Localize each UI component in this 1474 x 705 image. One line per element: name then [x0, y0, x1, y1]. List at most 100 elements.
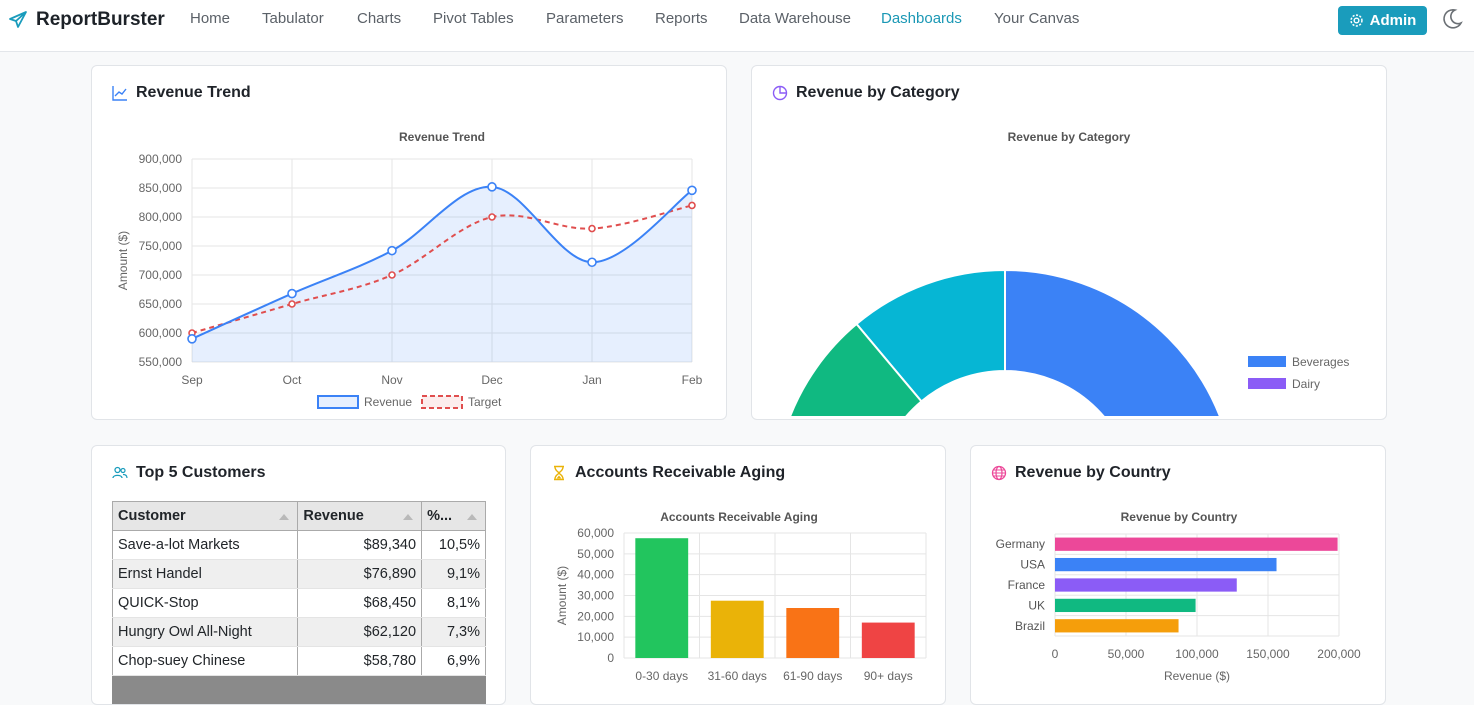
target-point: [588, 224, 596, 233]
x-tick-label: Oct: [283, 373, 302, 387]
y-tick-label: 750,000: [139, 239, 183, 253]
y-tick-label: 30,000: [577, 589, 614, 603]
revenue-category-chart: Revenue by Category Beverages Dairy: [789, 130, 1349, 416]
column-header-customer[interactable]: Customer: [111, 501, 299, 531]
sort-icon: [467, 514, 477, 520]
bar: [635, 538, 689, 658]
y-tick-label: 40,000: [577, 568, 614, 582]
y-tick-label: Brazil: [1015, 619, 1045, 633]
legend-label: Beverages: [1292, 355, 1349, 369]
table-row[interactable]: Chop-suey Chinese $58,780 6,9%: [111, 646, 486, 676]
brand[interactable]: ReportBurster: [8, 8, 165, 32]
target-point: [488, 213, 496, 221]
bar: [786, 608, 840, 658]
admin-label: Admin: [1369, 12, 1417, 29]
nav-dashboards[interactable]: Dashboards: [881, 10, 962, 27]
y-tick-label: 800,000: [139, 210, 183, 224]
cell-customer: Ernst Handel: [111, 559, 299, 589]
nav-your-canvas[interactable]: Your Canvas: [994, 10, 1080, 27]
cell-percent: 8,1%: [421, 588, 486, 618]
revenue-point: [687, 185, 697, 196]
bar: [861, 622, 915, 658]
column-header-label: Revenue: [303, 508, 364, 524]
users-icon: [112, 466, 128, 479]
top-navbar: ReportBurster Home Tabulator Charts Pivo…: [0, 0, 1474, 52]
cell-customer: Chop-suey Chinese: [111, 646, 299, 676]
line-chart-icon: [112, 86, 127, 101]
table-row[interactable]: Ernst Handel $76,890 9,1%: [111, 559, 486, 589]
column-header-revenue[interactable]: Revenue: [297, 501, 423, 531]
top-customers-title-text: Top 5 Customers: [136, 464, 266, 481]
column-header-label: Customer: [118, 508, 186, 524]
revenue-category-title-text: Revenue by Category: [796, 84, 960, 101]
revenue-category-card: Revenue by Category Revenue by Category B…: [751, 65, 1387, 420]
y-tick-label: 650,000: [139, 297, 183, 311]
x-tick-label: 61-90 days: [783, 669, 842, 683]
revenue-point: [387, 245, 397, 256]
admin-button[interactable]: Admin: [1338, 6, 1427, 35]
y-tick-label: 60,000: [577, 526, 614, 540]
x-tick-label: 50,000: [1108, 647, 1145, 661]
target-point: [688, 201, 696, 210]
cell-customer: Save-a-lot Markets: [111, 530, 299, 560]
nav-pivot-tables[interactable]: Pivot Tables: [433, 10, 514, 27]
revenue-country-title-text: Revenue by Country: [1015, 464, 1171, 481]
nav-reports[interactable]: Reports: [655, 10, 708, 27]
moon-icon[interactable]: [1440, 7, 1464, 31]
target-line: [191, 204, 693, 334]
cell-percent: 10,5%: [421, 530, 486, 560]
cell-revenue: $62,120: [297, 617, 423, 647]
y-tick-label: 700,000: [139, 268, 183, 282]
nav-charts[interactable]: Charts: [357, 10, 402, 27]
cell-percent: 6,9%: [421, 646, 486, 676]
revenue-category-title: Revenue by Category: [772, 84, 960, 102]
column-header-label: %...: [427, 508, 453, 524]
revenue-country-chart: Revenue by Country 0 50,000 100,000 150,000 2…: [996, 510, 1361, 683]
table-row[interactable]: Hungry Owl All-Night $62,120 7,3%: [111, 617, 486, 647]
table-row[interactable]: QUICK-Stop $68,450 8,1%: [111, 588, 486, 618]
doughnut-slice: [1004, 268, 1221, 416]
nav-data-warehouse[interactable]: Data Warehouse: [739, 10, 852, 27]
cell-revenue: $58,780: [297, 646, 423, 676]
target-point: [388, 271, 396, 279]
chart-title: Revenue Trend: [399, 130, 485, 144]
x-tick-label: Sep: [181, 373, 203, 387]
doughnut-slice: [789, 322, 923, 416]
table-footer: [112, 676, 486, 704]
y-tick-label: 10,000: [577, 630, 614, 644]
cell-customer: QUICK-Stop: [111, 588, 299, 618]
bar: [1055, 578, 1237, 592]
revenue-country-title: Revenue by Country: [991, 464, 1171, 482]
revenue-point: [187, 334, 197, 344]
nav-parameters[interactable]: Parameters: [546, 10, 624, 27]
y-tick-label: Germany: [996, 537, 1045, 551]
sort-icon: [403, 514, 414, 520]
revenue-line: [191, 185, 693, 340]
y-tick-label: 850,000: [139, 181, 183, 195]
gear-icon: [1349, 14, 1363, 27]
legend-label: Dairy: [1292, 377, 1320, 391]
chart-title: Accounts Receivable Aging: [660, 510, 818, 524]
y-tick-label: 0: [607, 651, 614, 665]
nav-tabulator[interactable]: Tabulator: [262, 10, 324, 27]
bar: [710, 600, 764, 658]
brand-name: ReportBurster: [36, 9, 165, 30]
x-tick-label: 0: [1052, 647, 1059, 661]
x-tick-label: Nov: [381, 373, 402, 387]
cell-revenue: $76,890: [297, 559, 423, 589]
column-header-percent[interactable]: %...: [421, 501, 486, 531]
legend-swatch-target: [421, 395, 463, 409]
nav-home[interactable]: Home: [190, 10, 231, 27]
sort-icon: [279, 514, 290, 520]
customers-table: Customer Revenue %... Save-a-lot Markets…: [111, 501, 486, 676]
revenue-country-card: Revenue by Country Revenue by Country 0 50…: [970, 445, 1386, 705]
paper-plane-icon: [9, 11, 27, 28]
table-row[interactable]: Save-a-lot Markets $89,340 10,5%: [111, 530, 486, 560]
ar-aging-card: Accounts Receivable Aging Accounts Recei…: [530, 445, 946, 705]
revenue-trend-title-text: Revenue Trend: [136, 84, 251, 101]
cell-customer: Hungry Owl All-Night: [111, 617, 299, 647]
y-axis-label: Amount ($): [555, 566, 569, 625]
revenue-point: [587, 257, 597, 268]
x-tick-label: Jan: [582, 373, 601, 387]
revenue-area: [192, 186, 692, 362]
